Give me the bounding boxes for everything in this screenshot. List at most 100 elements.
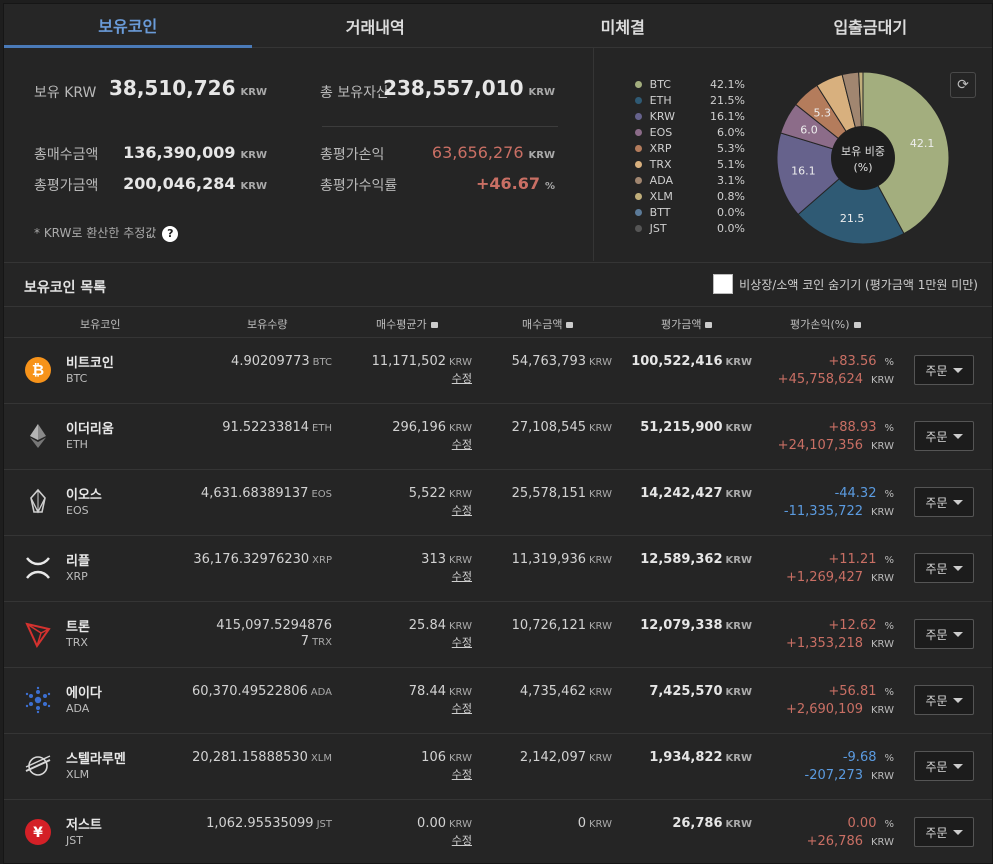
sort-icon[interactable] bbox=[430, 322, 438, 328]
edit-avg-price-link[interactable]: 수정 bbox=[451, 702, 472, 715]
coin-name: 트론 bbox=[66, 620, 90, 635]
coin-symbol: BTC bbox=[66, 372, 88, 385]
legend-percent: 0.0% bbox=[717, 205, 745, 219]
pie-slice-label: 6.0 bbox=[800, 124, 818, 137]
order-button[interactable]: 주문 bbox=[914, 619, 974, 649]
sort-icon[interactable] bbox=[705, 322, 713, 328]
coin-quantity: 91.52233814 ETH bbox=[222, 420, 332, 435]
order-button[interactable]: 주문 bbox=[914, 355, 974, 385]
legend-percent: 0.0% bbox=[717, 221, 745, 235]
eval-amount: 12,589,362 KRW bbox=[640, 552, 752, 567]
asset-summary: 보유 KRW 38,510,726 KRW 총 보유자산 238,557,010 K… bbox=[4, 48, 594, 261]
order-button[interactable]: 주문 bbox=[914, 817, 974, 847]
legend-name: BTT bbox=[649, 205, 671, 219]
eos-icon bbox=[24, 488, 52, 516]
avg-buy-price: 106 KRW bbox=[421, 750, 472, 765]
edit-avg-price-link[interactable]: 수정 bbox=[451, 570, 472, 583]
total-eval-value: 200,046,284 KRW bbox=[123, 174, 267, 193]
legend-percent: 0.8% bbox=[717, 189, 745, 203]
coin-symbol: XLM bbox=[66, 768, 90, 781]
profit-amount: -207,273 KRW bbox=[804, 768, 894, 783]
hide-small-checkbox[interactable] bbox=[713, 274, 734, 294]
help-icon[interactable]: ? bbox=[162, 225, 179, 242]
coin-name: 스텔라루멘 bbox=[66, 752, 126, 767]
pie-slice-label: 21.5 bbox=[840, 212, 865, 225]
edit-avg-price-link[interactable]: 수정 bbox=[451, 504, 472, 517]
tab-pending-transfers[interactable]: 입출금대기 bbox=[833, 18, 908, 37]
buy-amount: 0 KRW bbox=[577, 816, 612, 831]
edit-avg-price-link[interactable]: 수정 bbox=[451, 372, 472, 385]
legend-dot-icon bbox=[635, 144, 642, 152]
total-assets-label: 총 보유자산 bbox=[320, 85, 389, 101]
holdings-list-header: 보유코인 목록 비상장/소액 코인 숨기기 (평가금액 1만원 미만) bbox=[4, 262, 992, 306]
edit-avg-price-link[interactable]: 수정 bbox=[451, 636, 472, 649]
legend-item: TRX 5.1% bbox=[635, 156, 745, 172]
table-row: 트론 TRX 415,097.5294876 7 TRX 25.84 KRW 수정 10,726… bbox=[4, 602, 992, 668]
ripple-icon bbox=[24, 554, 52, 582]
edit-avg-price-link[interactable]: 수정 bbox=[451, 438, 472, 451]
total-assets-value: 238,557,010 KRW bbox=[383, 76, 555, 100]
sort-icon[interactable] bbox=[566, 322, 574, 328]
buy-amount: 4,735,462 KRW bbox=[519, 684, 612, 699]
avg-buy-price: 11,171,502 KRW bbox=[371, 354, 472, 369]
coin-symbol: XRP bbox=[66, 570, 88, 583]
order-button[interactable]: 주문 bbox=[914, 487, 974, 517]
chevron-down-icon bbox=[952, 829, 963, 835]
edit-avg-price-link[interactable]: 수정 bbox=[451, 834, 472, 847]
coin-symbol: EOS bbox=[66, 504, 89, 517]
tab-holdings[interactable]: 보유코인 bbox=[4, 4, 252, 48]
col-avg-price[interactable]: 매수평균가 bbox=[376, 316, 438, 332]
pie-slice-label: 42.1 bbox=[910, 137, 935, 150]
legend-name: KRW bbox=[649, 109, 675, 123]
col-profit-loss[interactable]: 평가손익(%) bbox=[790, 316, 861, 332]
hide-small-coins-toggle[interactable]: 비상장/소액 코인 숨기기 (평가금액 1만원 미만) bbox=[713, 274, 978, 294]
legend-name: TRX bbox=[649, 157, 672, 171]
col-qty: 보유수량 bbox=[247, 318, 288, 331]
edit-avg-price-link[interactable]: 수정 bbox=[451, 768, 472, 781]
col-buy-amount[interactable]: 매수금액 bbox=[522, 316, 574, 332]
order-button[interactable]: 주문 bbox=[914, 421, 974, 451]
legend-item: BTC 42.1% bbox=[635, 76, 745, 92]
eval-amount: 51,215,900 KRW bbox=[640, 420, 752, 435]
eval-amount: 26,786 KRW bbox=[672, 816, 752, 831]
legend-dot-icon bbox=[635, 176, 642, 184]
holdings-list-title: 보유코인 목록 bbox=[24, 280, 107, 296]
avg-buy-price: 5,522 KRW bbox=[408, 486, 472, 501]
avg-buy-price: 25.84 KRW bbox=[408, 618, 472, 633]
legend-dot-icon bbox=[635, 160, 642, 168]
coin-name: 저스트 bbox=[66, 818, 102, 833]
legend-name: ETH bbox=[649, 93, 672, 107]
total-buy-value: 136,390,009 KRW bbox=[123, 143, 267, 162]
tab-open-orders[interactable]: 미체결 bbox=[600, 18, 645, 37]
coin-quantity: 1,062.95535099 JST bbox=[206, 816, 332, 831]
order-button[interactable]: 주문 bbox=[914, 685, 974, 715]
order-button[interactable]: 주문 bbox=[914, 553, 974, 583]
col-coin: 보유코인 bbox=[80, 318, 121, 331]
coin-symbol: TRX bbox=[66, 636, 88, 649]
buy-amount: 10,726,121 KRW bbox=[511, 618, 612, 633]
portfolio-panel: 보유코인 거래내역 미체결 입출금대기 보유 KRW 38,510,726 KRW… bbox=[3, 3, 993, 864]
profit-rate: 0.00% bbox=[847, 816, 894, 831]
column-headers: 보유코인 보유수량 매수평균가 매수금액 평가금액 평가손익(%) bbox=[4, 306, 992, 338]
table-row: 이오스 EOS 4,631.68389137 EOS 5,522 KRW 수정 25,578,… bbox=[4, 470, 992, 536]
tab-history[interactable]: 거래내역 bbox=[345, 18, 405, 37]
col-eval-amount[interactable]: 평가금액 bbox=[661, 316, 713, 332]
bitcoin-icon: ₿ bbox=[24, 356, 52, 384]
coin-symbol: JST bbox=[66, 834, 83, 847]
chevron-down-icon bbox=[952, 697, 963, 703]
legend-dot-icon bbox=[635, 224, 642, 232]
svg-text:₿: ₿ bbox=[32, 361, 44, 379]
sort-icon[interactable] bbox=[853, 322, 861, 328]
coin-qty-unit: XLM bbox=[310, 753, 332, 764]
chevron-down-icon bbox=[952, 433, 963, 439]
coin-name: 리플 bbox=[66, 554, 90, 569]
refresh-icon[interactable]: ⟳ bbox=[950, 72, 976, 98]
pie-center-label: 보유 비중 bbox=[841, 145, 885, 158]
legend-percent: 42.1% bbox=[710, 77, 745, 91]
order-button[interactable]: 주문 bbox=[914, 751, 974, 781]
pie-slice-label: 5.3 bbox=[813, 107, 831, 120]
stellar-icon bbox=[24, 752, 52, 780]
coin-name: 이오스 bbox=[66, 488, 102, 503]
coin-qty-unit: ETH bbox=[312, 423, 332, 434]
coin-qty-cont: 7 bbox=[300, 634, 310, 649]
